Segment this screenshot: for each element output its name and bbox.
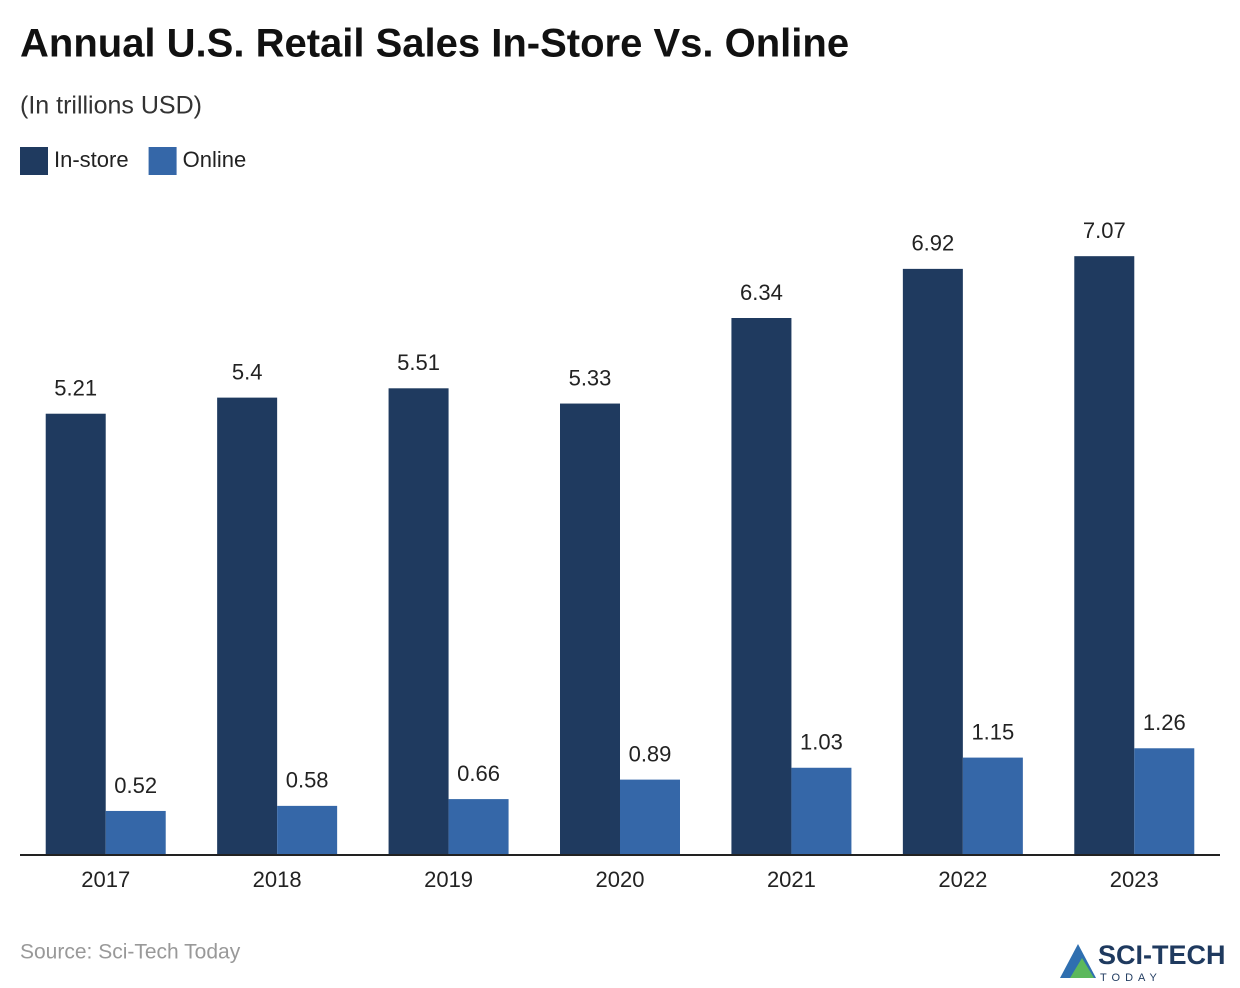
bar — [731, 318, 792, 855]
bar — [217, 397, 278, 855]
bar — [45, 413, 106, 855]
bar — [902, 268, 963, 856]
value-label: 1.15 — [971, 719, 1014, 744]
legend-label: In-store — [54, 147, 129, 172]
bar — [448, 799, 509, 855]
legend-swatch — [20, 147, 48, 175]
bar — [1134, 748, 1195, 855]
x-tick-label: 2023 — [1110, 867, 1159, 892]
logo-tagline: TODAY — [1100, 972, 1162, 984]
x-tick-label: 2018 — [253, 867, 302, 892]
value-label: 1.26 — [1143, 710, 1186, 735]
bar — [620, 779, 680, 855]
bar — [1074, 256, 1135, 855]
value-label: 0.58 — [286, 768, 329, 793]
x-tick-label: 2022 — [938, 867, 987, 892]
value-label: 6.92 — [911, 231, 954, 256]
bar — [560, 403, 620, 855]
x-tick-label: 2020 — [596, 867, 645, 892]
bar — [105, 810, 166, 855]
value-label: 5.51 — [397, 350, 440, 375]
legend-label: Online — [183, 147, 247, 172]
value-label: 1.03 — [800, 730, 843, 755]
source: Source: Sci-Tech Today — [20, 941, 241, 964]
bar — [791, 767, 852, 855]
legend-swatch — [148, 147, 177, 175]
logo-icon — [1070, 958, 1094, 978]
value-label: 5.4 — [232, 359, 263, 384]
logo-name: SCI-TECH — [1098, 940, 1226, 970]
value-label: 0.89 — [629, 741, 672, 766]
x-tick-label: 2019 — [424, 867, 473, 892]
x-tick-label: 2021 — [767, 867, 816, 892]
x-tick-label: 2017 — [81, 867, 130, 892]
bar — [962, 757, 1023, 855]
value-label: 7.07 — [1083, 218, 1126, 243]
value-label: 0.52 — [114, 773, 157, 798]
chart-title: Annual U.S. Retail Sales In-Store Vs. On… — [20, 22, 849, 66]
value-label: 5.21 — [54, 376, 97, 401]
chart-subtitle: (In trillions USD) — [20, 92, 202, 120]
value-label: 6.34 — [740, 280, 783, 305]
bar — [388, 388, 449, 855]
bar — [277, 805, 338, 855]
logo: SCI-TECH TODAY — [1060, 940, 1226, 984]
value-label: 5.33 — [569, 365, 612, 390]
value-label: 0.66 — [457, 761, 500, 786]
